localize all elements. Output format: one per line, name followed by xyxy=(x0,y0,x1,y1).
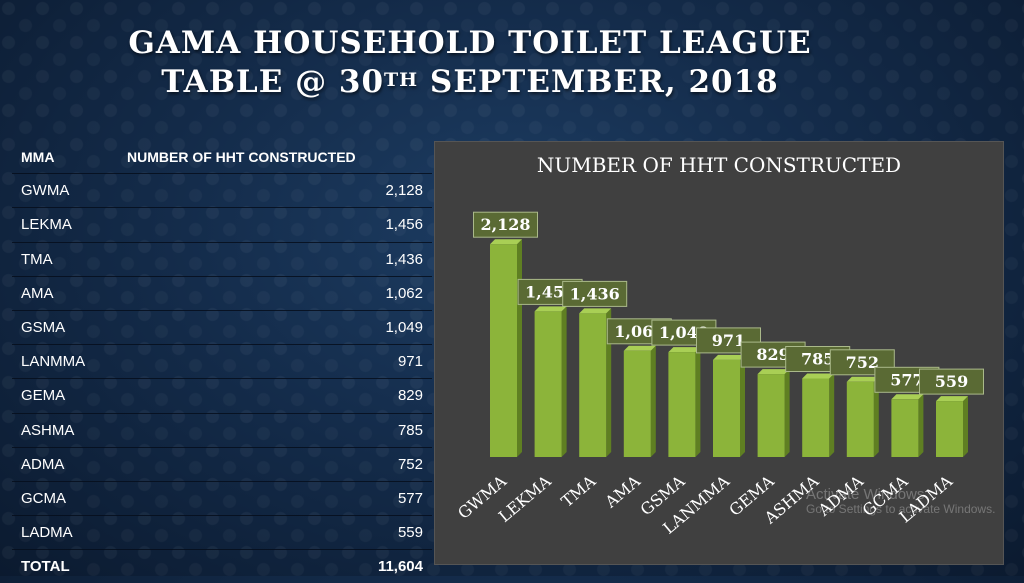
row-value: 1,049 xyxy=(118,310,432,346)
row-value: 785 xyxy=(118,413,432,448)
bar xyxy=(846,381,874,457)
bar-top xyxy=(846,376,879,382)
data-label-box xyxy=(473,211,538,238)
data-label: 785 xyxy=(801,350,834,369)
bar xyxy=(623,350,651,457)
row-mma: TMA xyxy=(12,242,118,277)
bar-top xyxy=(490,239,522,245)
table-row: ADMA 752 xyxy=(12,447,432,482)
table-row: LEKMA 1,456 xyxy=(12,207,432,243)
bar-side xyxy=(606,308,612,457)
table-row: ASHMA 785 xyxy=(12,413,432,448)
bar-top xyxy=(891,394,924,400)
category-label: ADMA xyxy=(814,471,867,520)
bar-side xyxy=(873,376,879,457)
title-superscript: TH xyxy=(384,69,419,91)
table-header-row: MMA NUMBER OF HHT CONSTRUCTED xyxy=(12,140,432,175)
row-mma: LEKMA xyxy=(12,207,118,243)
column-header-mma: MMA xyxy=(12,140,118,175)
data-label: 1,436 xyxy=(570,284,620,303)
table-row: GWMA 2,128 xyxy=(12,173,432,209)
table-row: TMA 1,436 xyxy=(12,242,432,277)
table-row: LANMMA 971 xyxy=(12,344,432,380)
league-table: MMA NUMBER OF HHT CONSTRUCTED GWMA 2,128 L… xyxy=(12,140,432,583)
bar-top xyxy=(936,396,968,402)
title-line-2: TABLE @ 30TH SEPTEMBER, 2018 xyxy=(60,63,880,102)
bar xyxy=(757,374,785,457)
bar-side xyxy=(740,354,745,457)
bar-side xyxy=(695,347,701,457)
row-value: 1,436 xyxy=(118,242,432,277)
data-label: 971 xyxy=(712,331,745,350)
bar xyxy=(668,352,696,457)
bar-side xyxy=(829,373,835,457)
data-label: 577 xyxy=(890,370,923,389)
table-row: AMA 1,062 xyxy=(12,276,432,311)
data-label: 829 xyxy=(756,345,789,364)
row-mma: LANMMA xyxy=(12,344,118,380)
row-value: 2,128 xyxy=(118,173,432,209)
row-mma: GEMA xyxy=(12,378,118,414)
data-label-box xyxy=(562,280,628,307)
bar-side xyxy=(963,396,968,457)
total-value: 11,604 xyxy=(377,558,423,576)
total-label: TOTAL xyxy=(21,558,70,576)
bar-side xyxy=(784,369,790,457)
title-line-2-suffix: SEPTEMBER, 2018 xyxy=(418,64,779,100)
category-label: TMA xyxy=(557,471,599,511)
table-row: LADMA 559 xyxy=(12,515,432,551)
row-mma: ADMA xyxy=(12,447,118,482)
column-header-count: NUMBER OF HHT CONSTRUCTED xyxy=(118,140,432,175)
row-value: 577 xyxy=(118,481,432,517)
bar-top xyxy=(713,354,745,360)
row-value: 752 xyxy=(118,447,432,482)
title-line-2-prefix: TABLE @ 30 xyxy=(161,64,385,100)
row-mma: GSMA xyxy=(12,310,118,346)
table-total-row: TOTAL 11,604 xyxy=(12,550,432,583)
data-label: 559 xyxy=(935,372,968,391)
bar-top xyxy=(579,308,612,314)
data-label: 752 xyxy=(846,353,879,372)
row-value: 1,062 xyxy=(118,276,432,311)
bar-side xyxy=(918,394,924,457)
bar xyxy=(891,399,919,457)
bar xyxy=(713,359,740,457)
row-mma: GWMA xyxy=(12,173,118,209)
bar-top xyxy=(623,345,656,351)
chart-panel: NUMBER OF HHT CONSTRUCTED 2,128 GWMA 1,456 L… xyxy=(434,141,1004,565)
row-value: 971 xyxy=(118,344,432,380)
row-mma: LADMA xyxy=(12,515,118,551)
bar-top xyxy=(668,347,701,353)
bar-top xyxy=(757,369,790,375)
row-value: 1,456 xyxy=(118,207,432,243)
chart-title: NUMBER OF HHT CONSTRUCTED xyxy=(537,153,901,177)
page-title: GAMA HOUSEHOLD TOILET LEAGUE TABLE @ 30T… xyxy=(60,24,880,102)
table-row: GCMA 577 xyxy=(12,481,432,517)
bar-side xyxy=(650,345,656,457)
bar xyxy=(802,378,830,457)
row-mma: GCMA xyxy=(12,481,118,517)
bar xyxy=(490,244,517,457)
data-label-box xyxy=(919,368,984,395)
row-mma: ASHMA xyxy=(12,413,118,448)
row-value: 559 xyxy=(118,515,432,551)
bar-top xyxy=(802,373,835,379)
table-row: GEMA 829 xyxy=(12,378,432,414)
bar xyxy=(936,401,963,457)
bar xyxy=(579,313,607,457)
row-value: 829 xyxy=(118,378,432,414)
bar-side xyxy=(517,239,522,457)
bar-top xyxy=(534,306,567,312)
row-mma: AMA xyxy=(12,276,118,311)
title-line-1: GAMA HOUSEHOLD TOILET LEAGUE xyxy=(128,25,812,61)
table-row: GSMA 1,049 xyxy=(12,310,432,346)
bar-side xyxy=(561,306,567,457)
bar xyxy=(534,311,562,457)
bar-chart: NUMBER OF HHT CONSTRUCTED2,128GWMA1,456L… xyxy=(454,153,984,538)
data-label: 2,128 xyxy=(480,215,530,234)
